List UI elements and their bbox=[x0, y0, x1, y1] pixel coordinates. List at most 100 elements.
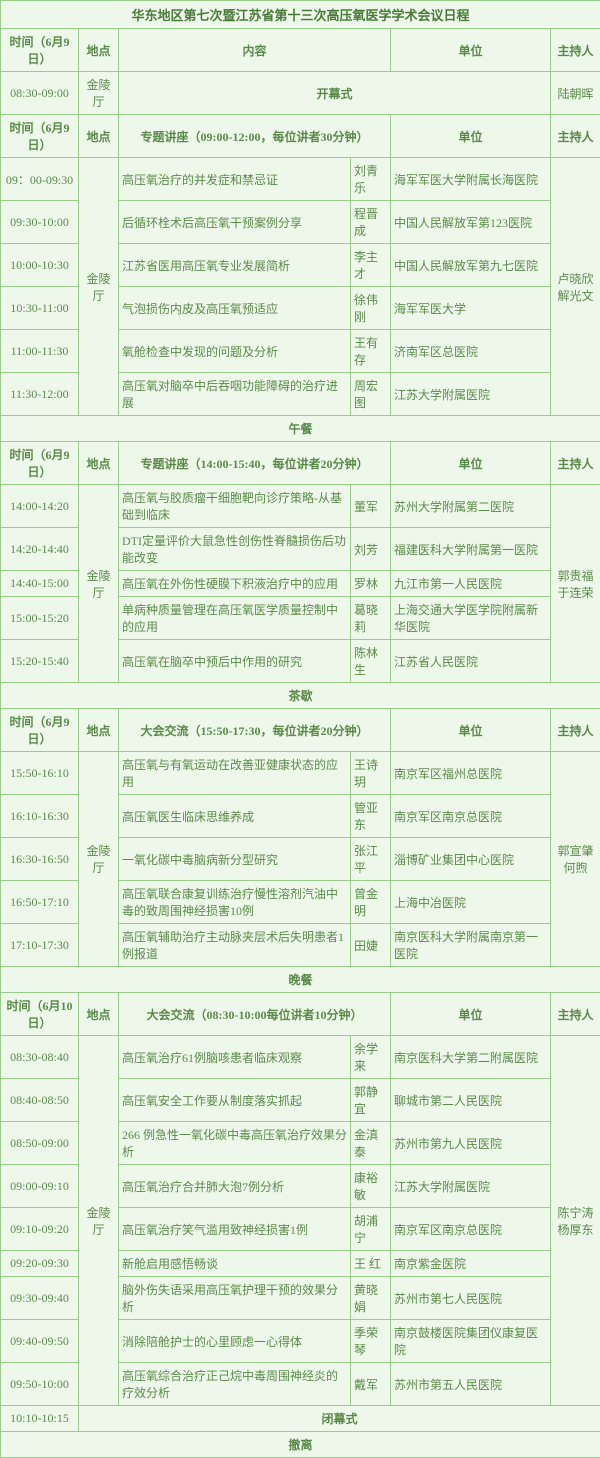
unit-cell: 九江市第一人民医院 bbox=[391, 571, 551, 597]
unit-cell: 南京医科大学第二附属医院 bbox=[391, 1036, 551, 1079]
col-unit: 单位 bbox=[391, 709, 551, 752]
unit-cell: 南京医科大学附属南京第一医院 bbox=[391, 924, 551, 967]
time-cell: 16:10-16:30 bbox=[1, 795, 79, 838]
col-host: 主持人 bbox=[551, 709, 600, 752]
col-host: 主持人 bbox=[551, 442, 600, 485]
speaker-cell: 黄晓娟 bbox=[351, 1277, 391, 1320]
loc-cell: 金陵厅 bbox=[79, 1036, 119, 1406]
content-cell: 后循环栓术后高压氧干预案例分享 bbox=[119, 201, 351, 244]
time-cell: 09:40-09:50 bbox=[1, 1320, 79, 1363]
col-loc: 地点 bbox=[79, 442, 119, 485]
speaker-cell: 季荣琴 bbox=[351, 1320, 391, 1363]
speaker-cell: 胡浦宁 bbox=[351, 1208, 391, 1251]
speaker-cell: 余学来 bbox=[351, 1036, 391, 1079]
time-cell: 15:00-15:20 bbox=[1, 597, 79, 640]
loc-cell: 金陵厅 bbox=[79, 158, 119, 416]
leave: 撤离 bbox=[1, 1432, 600, 1458]
time-cell: 17:10-17:30 bbox=[1, 924, 79, 967]
content-cell: 高压氧在外伤性硬膜下积液治疗中的应用 bbox=[119, 571, 351, 597]
speaker-cell: 田婕 bbox=[351, 924, 391, 967]
speaker-cell: 刘青乐 bbox=[351, 158, 391, 201]
content-cell: 高压氧综合治疗正己烷中毒周围神经炎的疗效分析 bbox=[119, 1363, 351, 1406]
speaker-cell: 李主才 bbox=[351, 244, 391, 287]
unit-cell: 苏州大学附属第二医院 bbox=[391, 485, 551, 528]
unit-cell: 南京紫金医院 bbox=[391, 1251, 551, 1277]
s4-header: 大会交流（08:30-10:00每位讲者10分钟） bbox=[119, 993, 391, 1036]
unit-cell: 江苏大学附属医院 bbox=[391, 1165, 551, 1208]
content-cell: 脑外伤失语采用高压氧护理干预的效果分析 bbox=[119, 1277, 351, 1320]
time-cell: 10:30-11:00 bbox=[1, 287, 79, 330]
time-cell: 15:20-15:40 bbox=[1, 640, 79, 683]
time-cell: 08:50-09:00 bbox=[1, 1122, 79, 1165]
col-host: 主持人 bbox=[551, 993, 600, 1036]
content-cell: 江苏省医用高压氧专业发展简析 bbox=[119, 244, 351, 287]
unit-cell: 海军军医大学 bbox=[391, 287, 551, 330]
speaker-cell: 罗林 bbox=[351, 571, 391, 597]
col-time: 时间（6月9日） bbox=[1, 115, 79, 158]
col-unit: 单位 bbox=[391, 29, 551, 72]
unit-cell: 苏州市第九人民医院 bbox=[391, 1122, 551, 1165]
unit-cell: 苏州市第五人民医院 bbox=[391, 1363, 551, 1406]
loc-cell: 金陵厅 bbox=[79, 485, 119, 683]
speaker-cell: 程晋成 bbox=[351, 201, 391, 244]
speaker-cell: 曾金明 bbox=[351, 881, 391, 924]
time-cell: 11:30-12:00 bbox=[1, 373, 79, 416]
content-cell: 高压氧与胶质瘤干细胞靶向诊疗策略-从基础到临床 bbox=[119, 485, 351, 528]
speaker-cell: 董军 bbox=[351, 485, 391, 528]
content-cell: 高压氧治疗61例脑咳患者临床观察 bbox=[119, 1036, 351, 1079]
content-cell: 氧舱检查中发现的问题及分析 bbox=[119, 330, 351, 373]
s1-header: 专题讲座（09:00-12:00，每位讲者30分钟） bbox=[119, 115, 391, 158]
col-unit: 单位 bbox=[391, 115, 551, 158]
speaker-cell: 王有存 bbox=[351, 330, 391, 373]
speaker-cell: 管亚东 bbox=[351, 795, 391, 838]
col-time: 时间（6月9日） bbox=[1, 442, 79, 485]
col-unit: 单位 bbox=[391, 442, 551, 485]
col-time: 时间（6月9日） bbox=[1, 29, 79, 72]
time-cell: 09:50-10:00 bbox=[1, 1363, 79, 1406]
time-cell: 14:00-14:20 bbox=[1, 485, 79, 528]
time-cell: 09:00-09:10 bbox=[1, 1165, 79, 1208]
unit-cell: 淄博矿业集团中心医院 bbox=[391, 838, 551, 881]
time-cell: 11:00-11:30 bbox=[1, 330, 79, 373]
speaker-cell: 康裕敏 bbox=[351, 1165, 391, 1208]
col-unit: 单位 bbox=[391, 993, 551, 1036]
content-cell: 高压氧治疗的并发症和禁忌证 bbox=[119, 158, 351, 201]
content-cell: 单病种质量管理在高压氧医学质量控制中的应用 bbox=[119, 597, 351, 640]
col-host: 主持人 bbox=[551, 115, 600, 158]
time-cell: 08:30-08:40 bbox=[1, 1036, 79, 1079]
content-cell: 一氧化碳中毒脑病新分型研究 bbox=[119, 838, 351, 881]
unit-cell: 南京鼓楼医院集团仪康复医院 bbox=[391, 1320, 551, 1363]
host-cell: 卢晓欣 解光文 bbox=[551, 158, 600, 416]
host-cell: 郭贵福 于连荣 bbox=[551, 485, 600, 683]
unit-cell: 江苏省人民医院 bbox=[391, 640, 551, 683]
time-cell: 09:20-09:30 bbox=[1, 1251, 79, 1277]
content-cell: 高压氧安全工作要从制度落实抓起 bbox=[119, 1079, 351, 1122]
speaker-cell: 戴军 bbox=[351, 1363, 391, 1406]
host-cell: 陈宁涛 杨厚东 bbox=[551, 1036, 600, 1406]
lunch: 午餐 bbox=[1, 416, 600, 442]
opening-loc: 金陵厅 bbox=[79, 72, 119, 115]
col-content: 内容 bbox=[119, 29, 391, 72]
unit-cell: 上海中冶医院 bbox=[391, 881, 551, 924]
time-cell: 09：00-09:30 bbox=[1, 158, 79, 201]
host-cell: 郭宣肇 何煦 bbox=[551, 752, 600, 967]
col-time: 时间（6月9日） bbox=[1, 709, 79, 752]
time-cell: 14:40-15:00 bbox=[1, 571, 79, 597]
time-cell: 09:30-10:00 bbox=[1, 201, 79, 244]
speaker-cell: 王 红 bbox=[351, 1251, 391, 1277]
time-cell: 10:00-10:30 bbox=[1, 244, 79, 287]
unit-cell: 南京军区福州总医院 bbox=[391, 752, 551, 795]
unit-cell: 济南军区总医院 bbox=[391, 330, 551, 373]
unit-cell: 苏州市第七人民医院 bbox=[391, 1277, 551, 1320]
col-loc: 地点 bbox=[79, 115, 119, 158]
time-cell: 16:30-16:50 bbox=[1, 838, 79, 881]
speaker-cell: 徐伟刚 bbox=[351, 287, 391, 330]
time-cell: 09:30-09:40 bbox=[1, 1277, 79, 1320]
opening-label: 开幕式 bbox=[119, 72, 551, 115]
content-cell: 气泡损伤内皮及高压氧预适应 bbox=[119, 287, 351, 330]
time-cell: 08:40-08:50 bbox=[1, 1079, 79, 1122]
content-cell: DTI定量评价大鼠急性创伤性脊髓损伤后功能改变 bbox=[119, 528, 351, 571]
dinner: 晚餐 bbox=[1, 967, 600, 993]
speaker-cell: 张江平 bbox=[351, 838, 391, 881]
unit-cell: 福建医科大学附属第一医院 bbox=[391, 528, 551, 571]
